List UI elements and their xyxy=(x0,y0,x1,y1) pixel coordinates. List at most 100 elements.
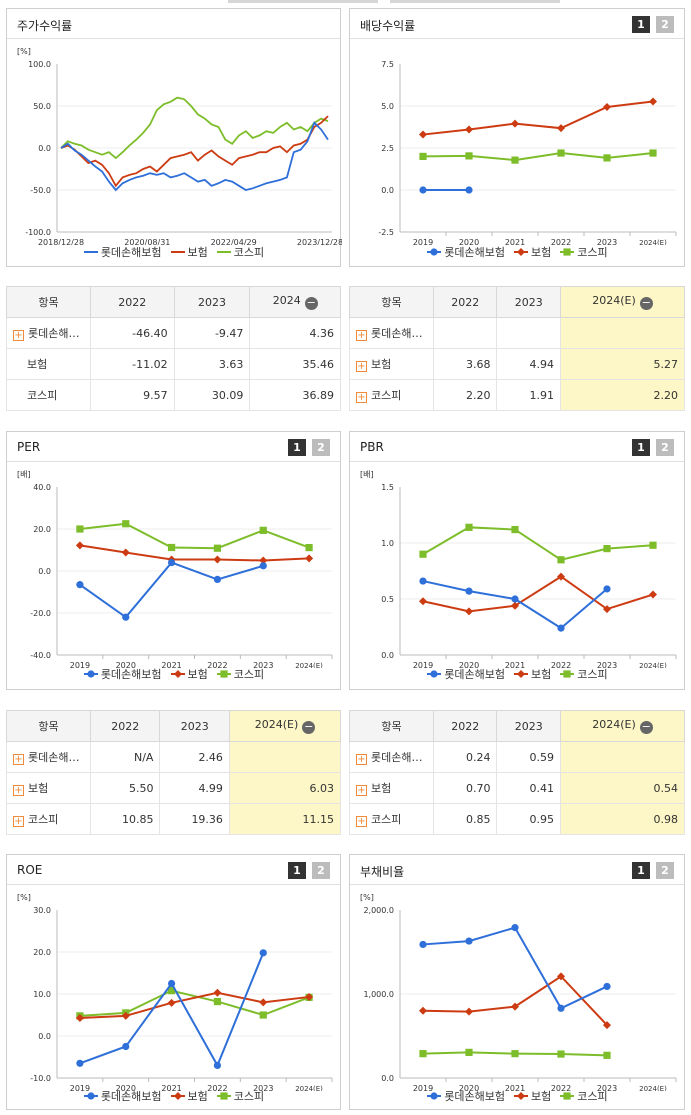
page-1-button[interactable]: 1 xyxy=(632,439,650,456)
table-row: + 보험 5.50 4.99 6.03 xyxy=(6,772,342,804)
column-header: 2023 xyxy=(173,286,251,318)
panel-header: 부채비율 1 2 xyxy=(350,855,684,885)
legend-kospi-point xyxy=(563,670,571,678)
legend-item-insurance[interactable]: 보험 xyxy=(170,246,208,259)
kospi-point xyxy=(213,544,222,552)
row-name: 롯데손해… xyxy=(28,751,80,764)
legend-item-lotte[interactable]: 롯데손해보험 xyxy=(83,1090,162,1103)
page-2-button[interactable]: 2 xyxy=(656,862,674,879)
kospi-point xyxy=(557,1050,565,1058)
value-cell: 2.20 xyxy=(559,379,686,411)
lotte-series xyxy=(419,577,611,632)
legend-kospi-point xyxy=(220,670,228,678)
expand-icon[interactable]: + xyxy=(13,785,24,796)
page-2-button[interactable]: 2 xyxy=(312,439,330,456)
x-tick-label: 2021 xyxy=(505,661,525,668)
table-row: + 보험 0.70 0.41 0.54 xyxy=(349,772,686,804)
legend-item-insurance[interactable]: 보험 xyxy=(513,246,551,259)
y-tick-label: 7.5 xyxy=(381,60,394,69)
lotte-line xyxy=(60,121,329,192)
legend-label: 코스피 xyxy=(233,668,265,681)
legend-item-kospi[interactable]: 코스피 xyxy=(216,668,264,681)
kospi-point xyxy=(511,1050,519,1058)
value-cell: 10.85 xyxy=(89,803,161,835)
insurance-point xyxy=(419,597,427,606)
table-row: + 롯데손해… xyxy=(349,317,686,349)
page-1-button[interactable]: 1 xyxy=(288,439,306,456)
legend-item-kospi[interactable]: 코스피 xyxy=(216,246,264,259)
pbr-table: 항목 2022 2023 2024(E) − + 롯데손해… 0.24 0.59 + 보험 0.70 0… xyxy=(349,710,686,835)
page-2-button[interactable]: 2 xyxy=(312,862,330,879)
value-cell xyxy=(559,741,686,773)
legend-item-insurance[interactable]: 보험 xyxy=(513,668,551,681)
x-tick-label: 2023 xyxy=(597,661,617,668)
debt-ratio-panel: 부채비율 1 2 [%] 2,000.0 1,000.0 0.0 2019 2020 202… xyxy=(349,854,685,1110)
y-tick-label: 10.0 xyxy=(33,990,51,999)
expand-icon[interactable]: + xyxy=(13,816,24,827)
expand-icon[interactable]: + xyxy=(13,330,24,341)
page-1-button[interactable]: 1 xyxy=(632,862,650,879)
lotte-point xyxy=(213,575,222,583)
insurance-point xyxy=(465,607,473,616)
collapse-icon[interactable]: − xyxy=(639,296,653,310)
legend-item-insurance[interactable]: 보험 xyxy=(170,1090,208,1103)
legend-lotte-point xyxy=(430,248,438,256)
insurance-line xyxy=(79,991,310,1019)
x-tick-label: 2023 xyxy=(253,661,273,668)
insurance-point xyxy=(557,124,565,133)
legend-item-lotte[interactable]: 롯데손해보험 xyxy=(83,668,162,681)
x-tick-label: 2019 xyxy=(413,238,433,245)
expand-icon[interactable]: + xyxy=(13,754,24,765)
legend-item-lotte[interactable]: 롯데손해보험 xyxy=(83,246,162,259)
page-2-button[interactable]: 2 xyxy=(656,16,674,33)
legend-item-kospi[interactable]: 코스피 xyxy=(216,1090,264,1103)
collapse-icon[interactable]: − xyxy=(302,720,316,734)
value-cell: 35.46 xyxy=(249,348,341,380)
value-cell: 0.98 xyxy=(559,803,686,835)
insurance-point xyxy=(259,556,268,565)
row-name: 코스피 xyxy=(28,813,59,826)
legend-item-lotte[interactable]: 롯데손해보험 xyxy=(426,668,505,681)
kospi-point xyxy=(305,543,313,552)
panel-title: PBR xyxy=(360,440,384,454)
page-2-button[interactable]: 2 xyxy=(656,439,674,456)
row-name: 보험 xyxy=(27,358,48,371)
expand-icon[interactable]: + xyxy=(356,392,367,403)
row-name: 롯데손해… xyxy=(371,327,423,340)
kospi-line xyxy=(79,522,310,550)
expand-icon[interactable]: + xyxy=(356,330,367,341)
kospi-point xyxy=(557,149,565,157)
legend-kospi-point xyxy=(563,1092,571,1100)
legend-item-insurance[interactable]: 보험 xyxy=(513,1090,551,1103)
x-tick-label: 2023/12/28 xyxy=(297,238,342,245)
legend-item-kospi[interactable]: 코스피 xyxy=(559,246,608,259)
panel-header: 배당수익률 1 2 xyxy=(350,9,684,39)
legend-item-kospi[interactable]: 코스피 xyxy=(559,668,608,681)
value-cell: 3.63 xyxy=(173,348,251,380)
x-tick-label: 2020 xyxy=(459,1084,479,1091)
page-1-button[interactable]: 1 xyxy=(632,16,650,33)
page-1-button[interactable]: 1 xyxy=(288,862,306,879)
legend-swatch xyxy=(427,1092,442,1100)
insurance-series xyxy=(419,972,611,1030)
expand-icon[interactable]: + xyxy=(356,754,367,765)
collapse-icon[interactable]: − xyxy=(639,720,653,734)
column-header: 2023 xyxy=(159,710,230,742)
legend-item-kospi[interactable]: 코스피 xyxy=(559,1090,608,1103)
legend-item-lotte[interactable]: 롯데손해보험 xyxy=(426,1090,505,1103)
expand-icon[interactable]: + xyxy=(356,361,367,372)
expand-icon[interactable]: + xyxy=(356,816,367,827)
legend-insurance-point xyxy=(517,670,526,678)
legend-swatch xyxy=(83,251,98,253)
value-cell: 0.59 xyxy=(496,741,561,773)
kospi-point xyxy=(465,523,473,531)
row-name: 코스피 xyxy=(371,813,402,826)
legend-item-insurance[interactable]: 보험 xyxy=(170,668,208,681)
insurance-series xyxy=(75,988,314,1022)
chart-legend: 롯데손해보험 보험 코스피 xyxy=(7,244,340,260)
insurance-series xyxy=(75,541,314,565)
legend-item-lotte[interactable]: 롯데손해보험 xyxy=(426,246,505,259)
expand-icon[interactable]: + xyxy=(356,785,367,796)
y-unit-label: [%] xyxy=(17,47,31,56)
collapse-icon[interactable]: − xyxy=(304,296,318,310)
